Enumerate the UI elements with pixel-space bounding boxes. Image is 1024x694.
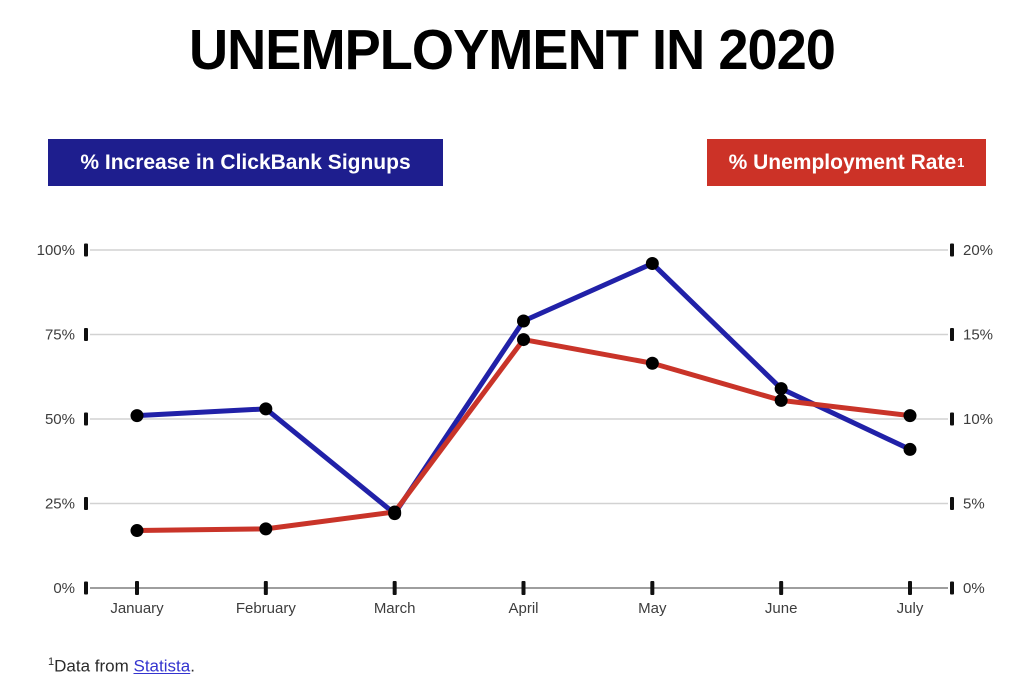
data-point — [517, 314, 530, 328]
left-axis-tick-label: 100% — [37, 242, 75, 259]
legend-unemployment-rate-label: % Unemployment Rate — [728, 150, 957, 174]
x-axis-month-label: March — [374, 600, 416, 617]
x-axis-month-label: July — [897, 600, 924, 617]
data-point — [130, 524, 144, 538]
x-axis-tick — [779, 581, 784, 595]
right-axis-tick-label: 15% — [963, 327, 993, 344]
data-point — [774, 393, 788, 407]
right-axis-tick — [950, 328, 954, 341]
page-title: UNEMPLOYMENT IN 2020 — [189, 18, 836, 82]
right-axis-tick — [950, 581, 954, 595]
data-point — [645, 356, 659, 370]
data-point — [903, 442, 917, 456]
legend-clickbank-signups-label: % Increase in ClickBank Signups — [80, 150, 411, 174]
left-axis-tick-label: 25% — [45, 496, 75, 513]
left-axis-tick — [84, 328, 88, 341]
left-axis-tick — [84, 581, 88, 595]
x-axis-month-label: April — [508, 600, 538, 617]
x-axis-tick — [650, 581, 655, 595]
signups-line — [134, 261, 913, 517]
legend-unemployment-rate: % Unemployment Rate 1 — [707, 139, 986, 186]
data-point — [259, 522, 273, 536]
left-axis-tick — [84, 412, 88, 426]
right-axis-tick-label: 5% — [963, 496, 985, 513]
x-axis-tick — [908, 581, 912, 595]
left-axis-tick-label: 0% — [53, 580, 75, 597]
x-axis-month-label: June — [765, 600, 798, 617]
right-axis-tick-label: 10% — [963, 411, 993, 428]
x-axis-tick — [135, 581, 139, 595]
right-axis-tick — [950, 412, 954, 426]
right-axis-tick-label: 0% — [963, 580, 985, 597]
x-axis-month-label: January — [110, 600, 164, 617]
data-point — [645, 257, 659, 271]
data-point — [774, 382, 788, 396]
data-point — [903, 409, 917, 423]
statista-link[interactable]: Statista — [133, 656, 191, 676]
left-axis-tick — [84, 497, 88, 510]
unemployment-line — [134, 337, 913, 534]
data-point — [388, 505, 402, 519]
left-axis-tick — [84, 243, 88, 257]
x-axis-month-label: May — [638, 600, 667, 617]
right-axis-tick — [950, 497, 954, 510]
right-axis-tick — [950, 243, 954, 257]
legend-clickbank-signups: % Increase in ClickBank Signups — [48, 139, 443, 186]
x-axis-tick — [521, 581, 526, 595]
x-axis-month-label: February — [236, 600, 297, 617]
data-point — [259, 402, 273, 416]
left-axis-tick-label: 50% — [45, 411, 75, 428]
x-axis-tick — [392, 581, 397, 595]
footnote: 1Data from Statista. — [48, 656, 195, 677]
left-axis-tick-label: 75% — [45, 327, 75, 344]
footnote-superscript: 1 — [48, 656, 55, 668]
footnote-text: Data from — [54, 656, 134, 676]
data-point — [130, 409, 144, 423]
data-point — [517, 333, 530, 347]
footnote-period: . — [190, 656, 195, 676]
x-axis-tick — [263, 581, 268, 595]
right-axis-tick-label: 20% — [963, 242, 993, 259]
